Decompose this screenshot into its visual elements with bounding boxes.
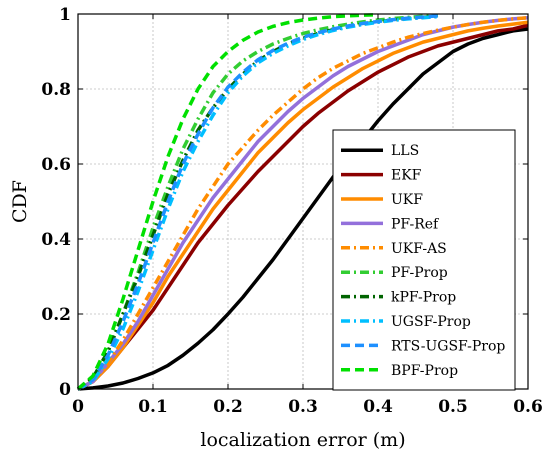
legend-label: RTS-UGSF-Prop: [391, 338, 505, 354]
x-tick-label: 0: [72, 397, 84, 417]
legend-label: UKF-AS: [391, 241, 447, 257]
series-line-lls: [77, 27, 529, 391]
series-line-rts-ugsf-prop: [77, 14, 439, 391]
legend-label: UKF: [391, 192, 423, 208]
y-tick-label: 0.2: [41, 305, 71, 325]
x-tick-label: 0.2: [213, 397, 243, 417]
series-line-pf-ref: [77, 16, 529, 391]
legend-label: BPF-Prop: [391, 363, 458, 379]
series-layer: [76, 13, 529, 391]
legend-label: EKF: [391, 168, 422, 184]
legend: LLS EKF UKF PF-Ref UKF-AS PF-Prop kPF-Prop UGSF…: [332, 129, 516, 391]
y-tick-label: 0.8: [41, 80, 71, 100]
x-tick-label: 0.3: [288, 397, 318, 417]
y-tick-label: 0.4: [41, 230, 71, 250]
series-line-ukf: [77, 20, 529, 391]
y-tick-label: 1: [59, 5, 71, 25]
x-tick-label: 0.6: [513, 397, 543, 417]
legend-label: PF-Ref: [391, 216, 440, 232]
series-line-ekf: [77, 23, 529, 391]
series-line-bpf-prop: [76, 13, 379, 391]
series-line-ukf-as: [77, 16, 529, 391]
y-tick-label: 0: [59, 380, 71, 400]
legend-label: UGSF-Prop: [391, 314, 471, 330]
x-tick-label: 0.4: [363, 397, 393, 417]
legend-label: PF-Prop: [391, 265, 448, 281]
legend-label: LLS: [391, 143, 419, 159]
y-axis-title: CDF: [9, 180, 31, 223]
legend-label: kPF-Prop: [391, 290, 456, 306]
x-axis-title: localization error (m): [200, 429, 405, 451]
tick-labels: 0 0.1 0.2 0.3 0.4 0.5 0.6 0 0.2 0.4 0.6 0.8 1: [41, 5, 542, 417]
x-tick-label: 0.5: [438, 397, 468, 417]
y-tick-label: 0.6: [41, 155, 71, 175]
x-tick-label: 0.1: [138, 397, 168, 417]
